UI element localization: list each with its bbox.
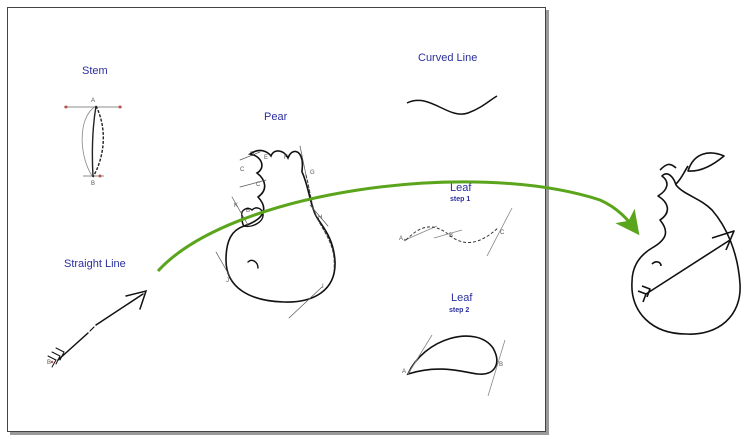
pear-point-k: K [234, 203, 239, 209]
drawing-canvas [7, 7, 546, 432]
leaf-step1-label: Leaf [450, 182, 472, 194]
finished-pear [631, 152, 741, 335]
pear-label: Pear [264, 111, 288, 123]
pear-point-g: G [310, 170, 315, 176]
stem-point-a: A [91, 98, 96, 104]
curved-line-sample [406, 95, 498, 115]
curved-line-label: Curved Line [418, 52, 478, 64]
leaf-step1-drawing [403, 207, 513, 257]
straight-arrow-drawing [47, 289, 148, 368]
pear-point-b: B [246, 208, 251, 214]
transition-arrow [156, 180, 640, 273]
pear-point-j: J [226, 278, 229, 284]
straight-line-label: Straight Line [64, 258, 126, 270]
leaf2-point-b: B [499, 362, 504, 368]
leaf2-point-a: A [402, 369, 407, 375]
stem-label: Stem [82, 65, 108, 77]
leaf-step2-sublabel: step 2 [449, 307, 470, 314]
pear-point-h: H [318, 215, 323, 221]
leaf-step1-sublabel: step 1 [450, 196, 471, 203]
pear-point-c: C [256, 182, 261, 188]
pear-point-e: E [264, 155, 269, 161]
leaf-step2-label: Leaf [451, 292, 473, 304]
leaf1-point-a: A [399, 236, 404, 242]
pear-point-f: F [284, 155, 288, 161]
pear-point-c2: C [240, 167, 245, 173]
pear-point-i: I [322, 284, 324, 290]
arrow-point-b: B [47, 360, 52, 366]
leaf1-point-c: C [500, 230, 505, 236]
stem-drawing [64, 105, 122, 178]
pear-drawing [215, 145, 336, 319]
leaf-step2-drawing [406, 334, 506, 397]
stem-point-b: B [91, 181, 96, 187]
